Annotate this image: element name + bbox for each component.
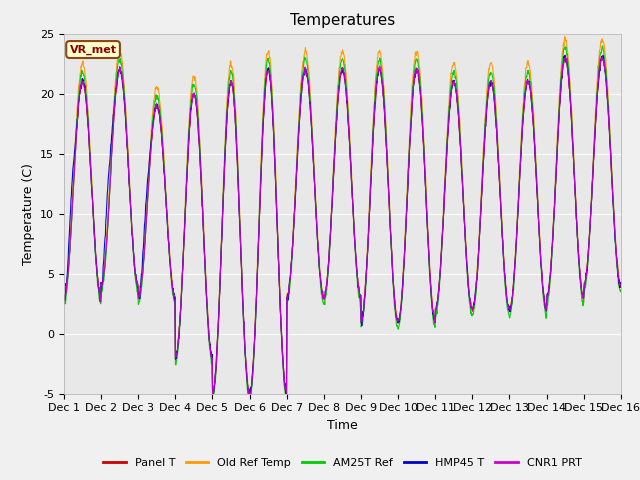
Title: Temperatures: Temperatures [290, 13, 395, 28]
Y-axis label: Temperature (C): Temperature (C) [22, 163, 35, 264]
Legend: Panel T, Old Ref Temp, AM25T Ref, HMP45 T, CNR1 PRT: Panel T, Old Ref Temp, AM25T Ref, HMP45 … [99, 453, 586, 472]
X-axis label: Time: Time [327, 419, 358, 432]
Text: VR_met: VR_met [70, 44, 116, 55]
